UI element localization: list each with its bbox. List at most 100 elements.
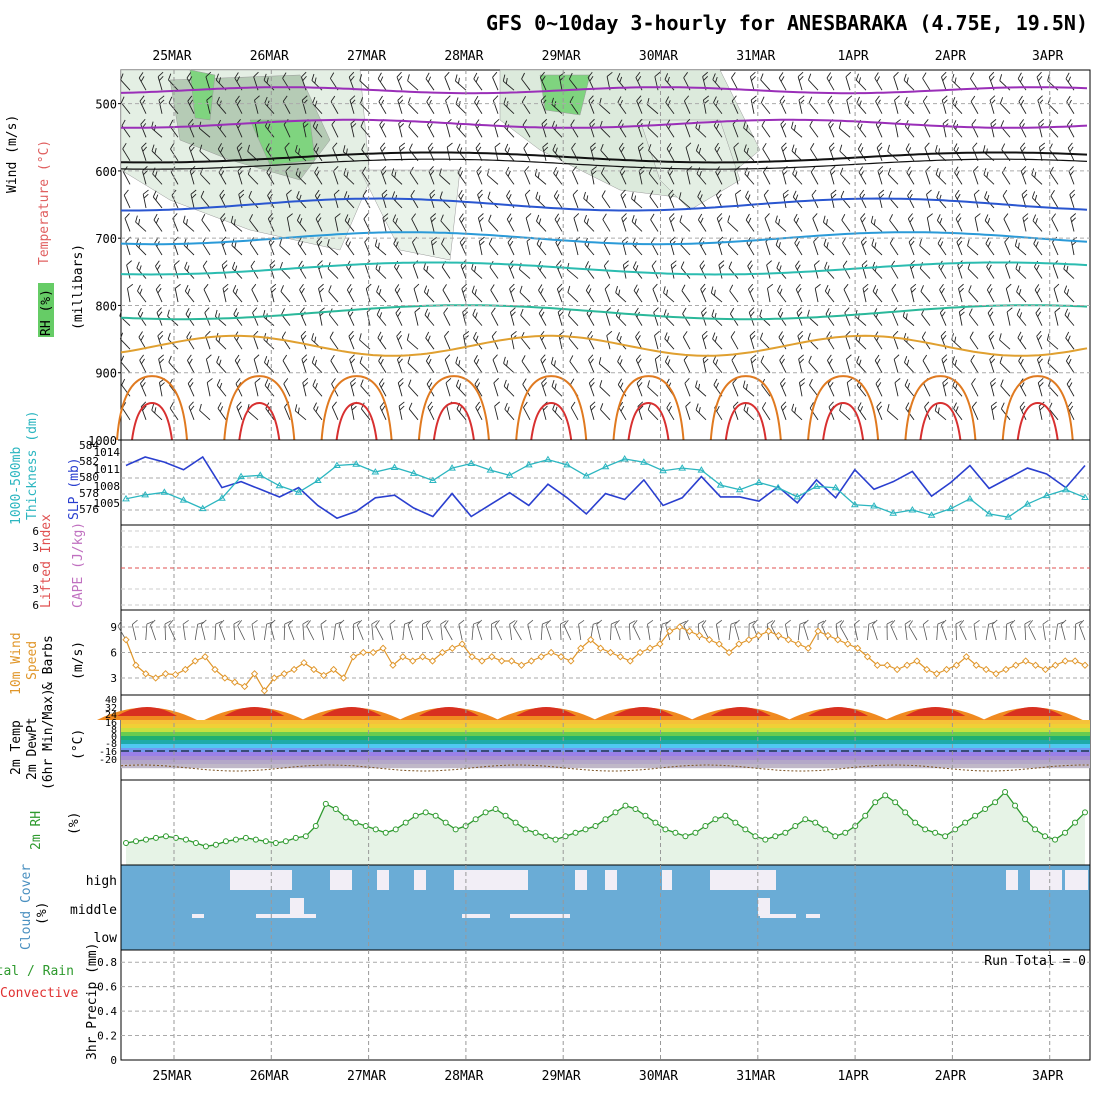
wind-barb: [878, 189, 885, 209]
wind-barb: [573, 213, 580, 232]
wind-barb: [870, 215, 883, 232]
slp-point: [1081, 493, 1089, 501]
surface-wind-barb: [1028, 620, 1036, 641]
wind-barb: [187, 354, 195, 373]
wind-barb: [650, 213, 659, 232]
wind-barb: [603, 260, 611, 279]
wind-barb: [893, 71, 899, 91]
wind-point: [300, 659, 308, 667]
wind-barb: [1002, 189, 1011, 209]
wind-barb: [845, 354, 852, 373]
surface-wind-barb: [371, 620, 378, 641]
surface-wind-barb: [867, 621, 876, 641]
wind-barb: [780, 378, 787, 397]
temp-tick-label: -20: [99, 755, 117, 766]
temp-band: [121, 720, 1090, 725]
wind-barb: [509, 307, 516, 326]
slp-point: [237, 472, 245, 480]
rh-point: [782, 829, 789, 836]
wind-barb: [220, 213, 227, 232]
rh-point: [542, 833, 549, 840]
rh-point: [802, 816, 809, 823]
wind-point: [656, 640, 664, 648]
wind-barb: [682, 331, 691, 350]
wind-point: [1061, 657, 1069, 665]
slp-point: [544, 455, 552, 463]
wind-point: [211, 665, 219, 674]
wind-barb: [505, 166, 515, 185]
wind-point: [458, 640, 466, 648]
wind-point: [171, 670, 180, 679]
wind-point: [883, 661, 891, 669]
wind-barb: [763, 166, 771, 185]
wind-barb: [542, 142, 549, 161]
wind-barb: [263, 73, 275, 91]
wind-barb: [252, 330, 259, 350]
wind-barb: [376, 308, 387, 326]
wind-barb: [862, 283, 869, 303]
wind-barb: [635, 354, 643, 373]
wind-barb: [158, 95, 165, 114]
wind-point: [418, 653, 427, 661]
thickness-tick-label: 580: [79, 471, 99, 484]
slp-point: [601, 462, 610, 470]
wind-barb: [653, 307, 659, 326]
surface-wind-barb: [659, 621, 669, 641]
rh-point: [452, 826, 459, 833]
wind-barb: [281, 308, 291, 326]
wind-barb: [525, 213, 532, 232]
wind-point: [152, 674, 160, 682]
rh-point: [622, 802, 629, 809]
wind-barb: [678, 192, 691, 209]
date-label: 2APR: [935, 49, 966, 64]
cloud-grid: [173, 865, 1051, 950]
wind-point: [616, 653, 624, 661]
wind-barb: [920, 285, 931, 303]
isotherm-loop: [612, 375, 685, 441]
surface-wind-barb: [182, 620, 189, 641]
wind-barb: [190, 189, 197, 209]
wind-barb: [504, 402, 515, 421]
surface-wind-barb: [890, 619, 898, 641]
wind-barb: [518, 262, 531, 279]
rh-point: [982, 806, 989, 812]
wind-barb: [1065, 331, 1075, 350]
wind-barb: [232, 284, 243, 303]
wind-barb: [280, 285, 291, 303]
date-label: 26MAR: [250, 49, 289, 64]
temp-tick-label: 16: [105, 718, 117, 729]
isotherm-loop: [417, 375, 490, 441]
date-label: 27MAR: [347, 1069, 386, 1084]
precip-tick-label: 0: [110, 1054, 117, 1067]
temp-grid: [173, 695, 1051, 780]
surface-wind-barb: [563, 619, 572, 641]
upper-label-wind: Wind (m/s): [5, 115, 20, 193]
wind-barb: [249, 214, 259, 232]
wind-barb: [459, 236, 467, 256]
date-label: 31MAR: [736, 1069, 775, 1084]
wind-point: [923, 665, 931, 674]
date-label: 30MAR: [639, 1069, 678, 1084]
surface-wind-barb: [610, 620, 618, 641]
pressure-tick-label: 500: [95, 98, 117, 112]
date-label: 29MAR: [542, 49, 581, 64]
wind-barb: [796, 307, 803, 326]
wind-barb: [1020, 142, 1027, 161]
wind-barb: [934, 404, 947, 421]
rh-panel: [120, 779, 1091, 866]
wind-barb: [633, 284, 643, 303]
wind-point: [942, 665, 951, 674]
wind-barb: [953, 143, 963, 162]
wind-barb: [444, 71, 451, 91]
surface-wind-barb: [352, 620, 360, 641]
temp-hump-max: [905, 707, 966, 716]
wind-barb: [664, 332, 675, 350]
date-label: 2APR: [935, 1069, 966, 1084]
wind-barb: [414, 307, 421, 326]
wind-barb: [935, 167, 947, 185]
thickness-tick-label: 584: [79, 439, 99, 452]
wind-barb: [969, 331, 979, 350]
rh-point: [1082, 809, 1088, 816]
wind-barb: [999, 74, 1011, 91]
wind-barb: [314, 166, 323, 185]
